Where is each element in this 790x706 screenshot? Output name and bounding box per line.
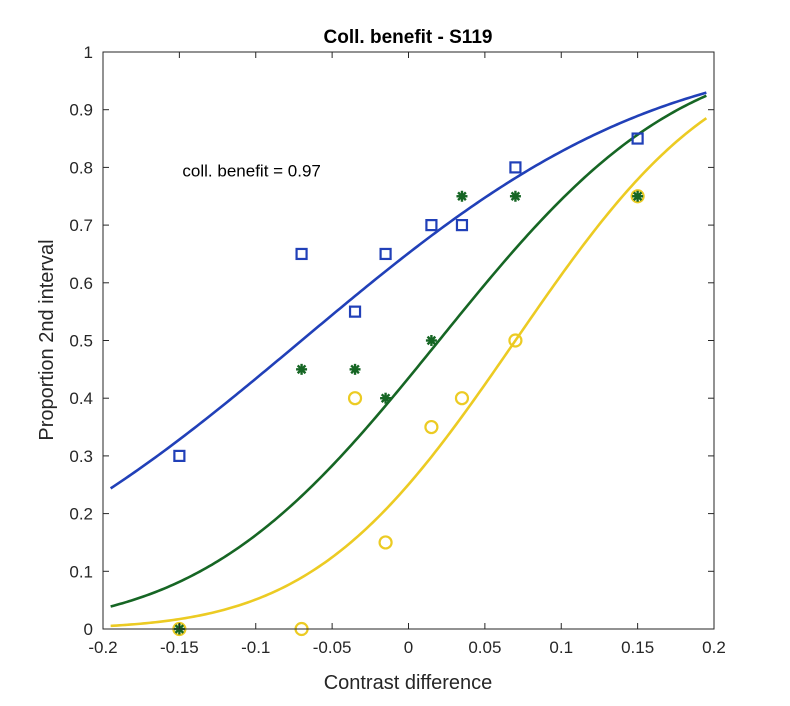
y-tick: 0.7: [69, 216, 714, 235]
y-tick-label: 0.6: [69, 274, 93, 293]
data-point-asterisk: [456, 190, 468, 202]
fit-curve: [110, 117, 708, 628]
y-tick: 0.1: [69, 562, 714, 581]
x-tick-label: -0.2: [88, 638, 117, 657]
data-point-asterisk: [632, 190, 644, 202]
y-tick-label: 0.3: [69, 447, 93, 466]
data-point-asterisk: [296, 363, 308, 375]
x-tick-label: 0.15: [621, 638, 654, 657]
data-point-square: [631, 132, 644, 145]
data-point-asterisk: [425, 335, 437, 346]
data-point-circle: [347, 391, 363, 406]
plot-area: [103, 52, 714, 629]
data-point-square: [425, 219, 438, 232]
data-point-circle: [454, 391, 470, 406]
y-tick: 0.3: [69, 447, 714, 466]
x-tick-label: 0: [404, 638, 413, 657]
y-axis-label: Proportion 2nd interval: [36, 239, 58, 440]
y-tick-label: 0.2: [69, 505, 93, 524]
data-point-asterisk: [509, 190, 521, 202]
y-tick-label: 0.7: [69, 216, 93, 235]
chart-title: Coll. benefit - S119: [324, 27, 493, 48]
data-point-square: [173, 449, 186, 462]
y-tick-label: 0.4: [69, 389, 93, 408]
x-tick: 0.05: [468, 52, 501, 657]
data-point-square: [379, 247, 392, 261]
data-point-asterisk: [349, 363, 361, 375]
y-axis-ticks: 0 0.1 0.2 0.3 0.4 0.5 0.6 0.7 0.8 0.9 1: [69, 43, 714, 639]
y-tick-label: 0.9: [69, 101, 93, 120]
y-tick-label: 0.8: [69, 158, 93, 177]
x-tick-label: -0.1: [241, 638, 270, 657]
x-tick: -0.2: [88, 52, 118, 657]
x-axis-ticks: -0.2 -0.15 -0.1 -0.05 0 0.05 0.1 0.15 0.2: [88, 52, 726, 657]
x-tick: 0.1: [549, 52, 573, 657]
y-tick-label: 0: [84, 620, 93, 639]
x-axis-label: Contrast difference: [324, 672, 493, 694]
data-point-circle: [378, 535, 393, 550]
coll-benefit-annotation: coll. benefit = 0.97: [182, 161, 320, 180]
x-tick-label: 0.2: [702, 638, 726, 657]
data-point-circle: [508, 333, 523, 348]
y-tick: 0.9: [69, 101, 714, 120]
y-tick-label: 0.1: [69, 562, 93, 581]
data-point-circle: [630, 189, 645, 204]
x-tick: -0.15: [160, 52, 199, 657]
x-tick: -0.1: [241, 52, 270, 657]
fit-curve: [109, 91, 707, 490]
x-tick: 0.2: [702, 52, 726, 657]
x-tick-label: -0.05: [313, 638, 352, 657]
y-tick-label: 1: [84, 43, 93, 62]
data-point-square: [455, 219, 469, 232]
x-tick: -0.05: [313, 52, 352, 657]
x-tick-label: -0.15: [160, 638, 199, 657]
x-tick-label: 0.05: [468, 638, 501, 657]
fit-curve: [110, 94, 707, 608]
y-tick: 0.8: [69, 158, 714, 177]
y-tick: 1: [84, 43, 714, 62]
y-tick: 0.6: [69, 274, 714, 293]
y-tick: 0: [84, 620, 714, 639]
data-point-square: [509, 161, 522, 174]
x-tick: 0.15: [621, 52, 654, 657]
fit-curves: [109, 91, 708, 628]
y-tick: 0.2: [69, 505, 714, 524]
y-tick: 0.4: [69, 389, 714, 408]
y-tick: 0.5: [69, 332, 714, 351]
data-point-square: [348, 305, 362, 318]
y-tick-label: 0.5: [69, 332, 93, 351]
data-point-circle: [424, 419, 439, 435]
data-point-asterisk: [380, 392, 392, 404]
x-tick: 0: [404, 52, 413, 657]
x-tick-label: 0.1: [549, 638, 573, 657]
data-point-square: [295, 247, 308, 261]
